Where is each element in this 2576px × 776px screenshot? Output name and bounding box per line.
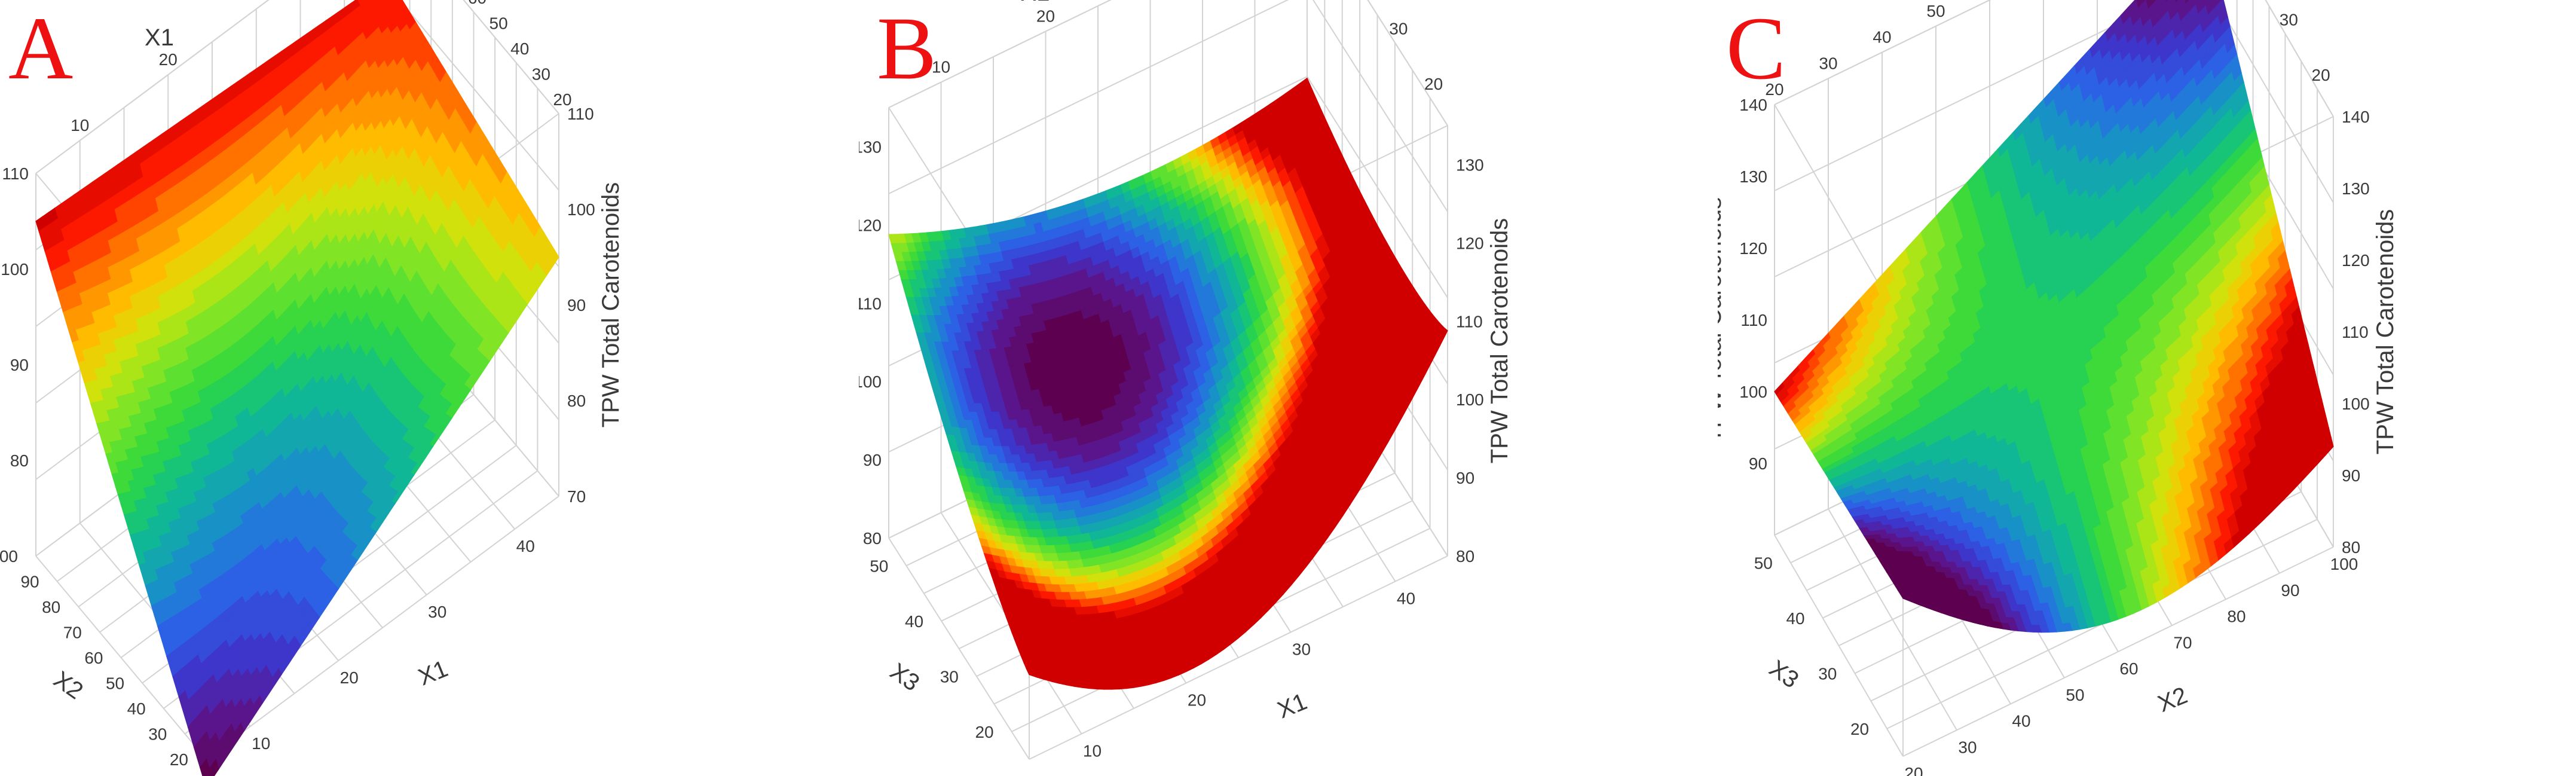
tick-label: 30 xyxy=(428,603,446,621)
tick-label: 100 xyxy=(1,260,29,279)
grid-line xyxy=(463,0,559,114)
grid-line xyxy=(1312,0,1448,212)
tick-label: 50 xyxy=(489,14,508,33)
tick-label: 80 xyxy=(10,451,29,470)
panel-letter-a: A xyxy=(8,0,74,98)
tick-label: 20 xyxy=(340,668,359,687)
tick-label: 20 xyxy=(170,750,188,769)
tick-label: 80 xyxy=(567,392,586,410)
grid-line xyxy=(399,0,559,191)
surface-plot-b: 1010202030304040202030304040505080901001… xyxy=(859,0,1513,760)
tick-label: 60 xyxy=(84,649,103,667)
surface-a xyxy=(35,0,559,776)
tick-label: 40 xyxy=(510,39,529,58)
surface-b xyxy=(888,77,1448,690)
y-axis-label: X2 xyxy=(49,666,88,704)
tick-label: 70 xyxy=(567,487,586,506)
tick-label: 10 xyxy=(252,734,270,753)
tick-label: 100 xyxy=(0,547,18,566)
tick-label: 70 xyxy=(63,624,82,642)
x-axis-label-top: X1 xyxy=(145,25,174,51)
grid-line xyxy=(1367,0,1448,126)
labels-a: 1010202030304040202030304040505060607070… xyxy=(0,0,624,769)
grid-line xyxy=(888,0,1289,194)
tick-label: 50 xyxy=(106,674,124,693)
surface-cell xyxy=(204,768,212,776)
grid-line xyxy=(1307,76,1448,298)
grid-line xyxy=(35,0,270,174)
tick-label: 20 xyxy=(159,50,178,69)
tick-label: 110 xyxy=(2,164,29,183)
surface-plot-a: 1010202030304040202030304040505060607070… xyxy=(0,0,624,776)
panel-a: 1010202030304040202030304040505060607070… xyxy=(0,0,858,776)
tick-label: 10 xyxy=(71,116,89,135)
tick-label: 40 xyxy=(516,537,535,555)
tick-label: 30 xyxy=(148,725,167,744)
tick-label: 100 xyxy=(567,200,595,219)
tick-label: 40 xyxy=(127,699,146,718)
tick-label: 90 xyxy=(20,573,39,591)
tick-label: 20 xyxy=(553,90,571,109)
tick-label: 90 xyxy=(10,356,29,374)
tick-label: 30 xyxy=(247,0,265,3)
tick-label: 30 xyxy=(532,65,550,84)
tick-label: 90 xyxy=(567,296,586,314)
z-axis-label-right: TPW Total Carotenoids xyxy=(598,182,624,428)
grid-line xyxy=(888,0,1112,108)
tick-label: 110 xyxy=(567,105,594,123)
x-axis-label: X1 xyxy=(415,655,452,691)
tick-label: 80 xyxy=(42,598,60,616)
panel-b: 1010202030304040202030304040505080901001… xyxy=(859,0,1717,776)
tick-label: 60 xyxy=(468,0,487,7)
